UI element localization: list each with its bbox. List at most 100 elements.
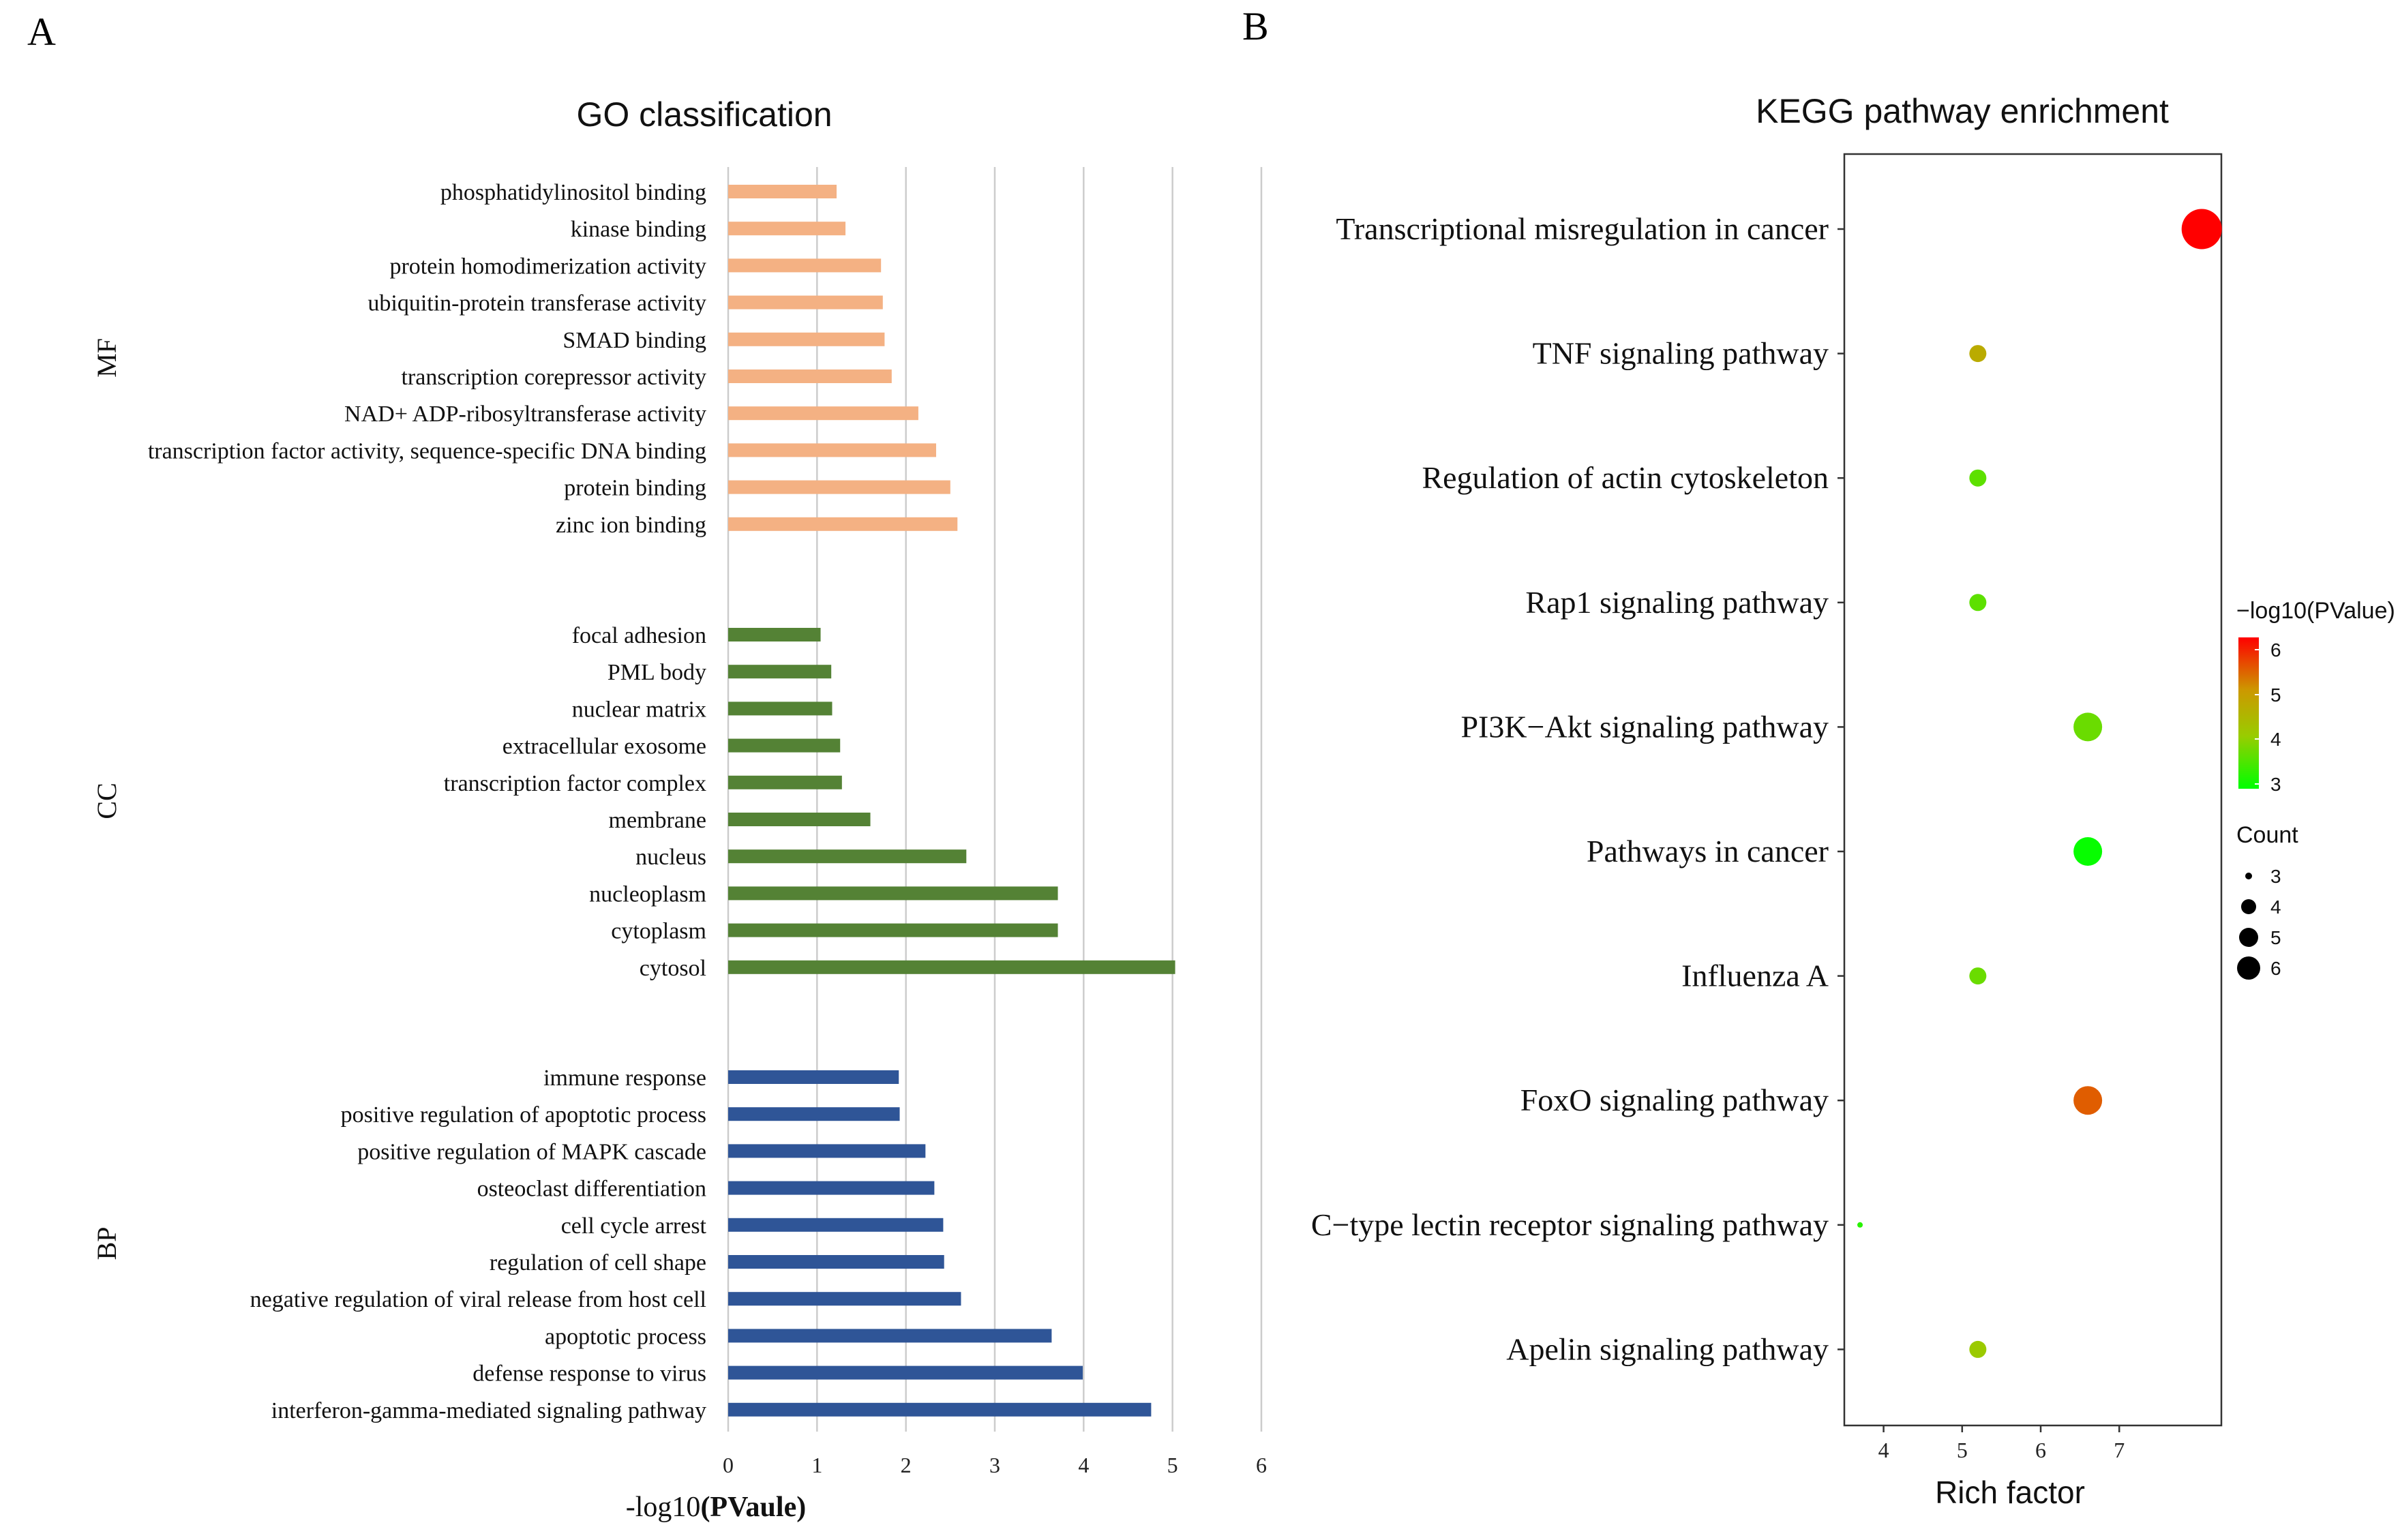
go-bar-pml-body (728, 665, 832, 679)
go-label-regulation-of-cell-shape: regulation of cell shape (490, 1250, 706, 1275)
go-label-extracellular-exosome: extracellular exosome (502, 734, 706, 759)
go-label-transcription-corepressor-activity: transcription corepressor activity (401, 365, 706, 390)
kegg-label-influenza-a: Influenza A (1681, 958, 1829, 993)
go-label-ubiquitin-protein-transferase-activity: ubiquitin-protein transferase activity (368, 291, 706, 316)
panel-b-letter: B (1242, 4, 1269, 48)
kegg-plot-frame (1843, 153, 2223, 1427)
go-x-tick-label: 3 (989, 1453, 1000, 1477)
go-label-protein-binding: protein binding (564, 476, 706, 501)
go-x-tick-label: 4 (1078, 1453, 1089, 1477)
go-label-negative-regulation-of-viral-release-from-host-cell: negative regulation of viral release fro… (250, 1287, 706, 1312)
go-bar-positive-regulation-of-apoptotic-process (728, 1107, 900, 1121)
go-bar-nucleoplasm (728, 886, 1058, 901)
go-bar-phosphatidylinositol-binding (728, 185, 837, 198)
go-label-zinc-ion-binding: zinc ion binding (556, 513, 706, 538)
kegg-label-foxo-signaling-pathway: FoxO signaling pathway (1520, 1083, 1829, 1117)
go-bar-defense-response-to-virus (728, 1365, 1083, 1380)
kegg-label-transcriptional-misregulation-in-cancer: Transcriptional misregulation in cancer (1336, 211, 1829, 246)
go-bar-kinase-binding (728, 222, 846, 236)
go-bar-negative-regulation-of-viral-release-from-host-cell (728, 1292, 961, 1306)
kegg-enrichment-chart: KEGG pathway enrichment Transcriptional … (1311, 92, 2395, 1510)
kegg-label-tnf-signaling-pathway: TNF signaling pathway (1533, 336, 1829, 371)
go-x-axis-label: -log10(PVaule) (626, 1492, 806, 1523)
go-bar-nuclear-matrix (728, 701, 832, 716)
go-x-tick-label: 1 (811, 1453, 822, 1477)
size-legend-items: 3 4 5 6 (2237, 866, 2281, 980)
kegg-point-foxo-signaling-pathway (2073, 1086, 2103, 1115)
size-legend-label: 3 (2270, 866, 2281, 887)
go-bar-membrane (728, 813, 871, 826)
kegg-point-tnf-signaling-pathway (1969, 345, 1987, 363)
size-legend-dot (2237, 956, 2260, 980)
kegg-point-transcriptional-misregulation-in-cancer (2181, 209, 2222, 250)
go-label-pml-body: PML body (608, 660, 706, 685)
go-bar-nucleus (728, 849, 967, 864)
go-label-smad-binding: SMAD binding (562, 328, 706, 353)
kegg-x-tick-label: 5 (1957, 1438, 1968, 1462)
kegg-point-pi3k-akt-signaling-pathway (2073, 712, 2103, 742)
go-label-phosphatidylinositol-binding: phosphatidylinositol binding (440, 180, 706, 205)
go-label-nucleus: nucleus (635, 845, 706, 870)
kegg-point-c-type-lectin-receptor-signaling-pathway (1857, 1222, 1863, 1228)
color-legend-tick-label: 4 (2270, 729, 2281, 750)
go-x-tick-labels: 0 1 2 3 4 5 6 (723, 1453, 1267, 1477)
size-legend-label: 4 (2270, 896, 2281, 918)
go-bar-protein-binding (728, 480, 950, 494)
go-label-interferon-gamma-mediated-signaling-pathway: interferon-gamma-mediated signaling path… (271, 1398, 706, 1423)
go-label-transcription-factor-complex: transcription factor complex (444, 771, 706, 796)
go-label-focal-adhesion: focal adhesion (572, 623, 706, 648)
go-gridlines (727, 167, 1263, 1432)
go-chart-title: GO classification (576, 95, 832, 134)
kegg-label-rap1-signaling-pathway: Rap1 signaling pathway (1525, 585, 1829, 620)
color-legend-tick-label: 3 (2270, 774, 2281, 795)
kegg-point-apelin-signaling-pathway (1969, 1340, 1987, 1358)
kegg-chart-title: KEGG pathway enrichment (1756, 92, 2169, 130)
size-legend-dot (2241, 899, 2256, 914)
go-label-nuclear-matrix: nuclear matrix (572, 697, 706, 722)
size-legend-label: 5 (2270, 927, 2281, 948)
go-bar-zinc-ion-binding (728, 517, 958, 531)
go-bar-ubiquitin-protein-transferase-activity (728, 295, 883, 309)
go-group-label-bp: BP (91, 1226, 122, 1260)
go-bar-interferon-gamma-mediated-signaling-pathway (728, 1402, 1152, 1417)
go-label-cytoplasm: cytoplasm (611, 919, 706, 944)
go-x-tick-label: 5 (1167, 1453, 1178, 1477)
go-label-immune-response: immune response (543, 1066, 706, 1091)
go-bar-apoptotic-process (728, 1329, 1052, 1343)
go-bar-protein-homodimerization-activity (728, 258, 882, 273)
go-bar-positive-regulation-of-mapk-cascade (728, 1144, 926, 1158)
go-x-tick-label: 0 (723, 1453, 734, 1477)
size-legend-dot (2245, 873, 2252, 879)
go-bar-transcription-corepressor-activity (728, 369, 892, 383)
go-x-axis-label-prefix: -log10 (626, 1492, 701, 1523)
kegg-y-ticks (1837, 228, 1844, 1350)
kegg-label-pathways-in-cancer: Pathways in cancer (1587, 834, 1829, 869)
kegg-point-regulation-of-actin-cytoskeleton (1969, 469, 1987, 487)
kegg-x-axis-label: Rich factor (1935, 1475, 2085, 1510)
kegg-x-ticks: 4 5 6 7 (1878, 1425, 2125, 1462)
go-group-label-mf: MF (91, 338, 122, 378)
go-bar-extracellular-exosome (728, 738, 841, 753)
kegg-points (1857, 209, 2222, 1358)
go-label-kinase-binding: kinase binding (571, 217, 706, 242)
kegg-x-tick-label: 7 (2114, 1438, 2125, 1462)
go-label-positive-regulation-of-apoptotic-process: positive regulation of apoptotic process (341, 1102, 706, 1128)
go-bar-cell-cycle-arrest (728, 1218, 944, 1232)
go-bar-transcription-factor-activity-sequence-specific-dna-binding (728, 443, 936, 457)
go-label-nad-adp-ribosyltransferase-activity: NAD+ ADP-ribosyltransferase activity (344, 402, 706, 427)
go-label-cell-cycle-arrest: cell cycle arrest (561, 1213, 707, 1239)
size-legend-title: Count (2236, 822, 2298, 848)
go-label-nucleoplasm: nucleoplasm (589, 881, 706, 907)
kegg-x-tick-label: 4 (1878, 1438, 1889, 1462)
kegg-x-tick-label: 6 (2035, 1438, 2046, 1462)
go-label-osteoclast-differentiation: osteoclast differentiation (477, 1177, 706, 1202)
go-group-label-cc: CC (91, 783, 122, 819)
color-legend-bar (2238, 637, 2259, 789)
go-label-membrane: membrane (609, 808, 707, 833)
go-bar-focal-adhesion (728, 628, 821, 641)
size-legend-label: 6 (2270, 958, 2281, 979)
kegg-label-apelin-signaling-pathway: Apelin signaling pathway (1506, 1331, 1829, 1366)
go-bars (728, 185, 1175, 1417)
go-label-transcription-factor-activity-sequence-specific-dna-binding: transcription factor activity, sequence-… (148, 438, 706, 464)
